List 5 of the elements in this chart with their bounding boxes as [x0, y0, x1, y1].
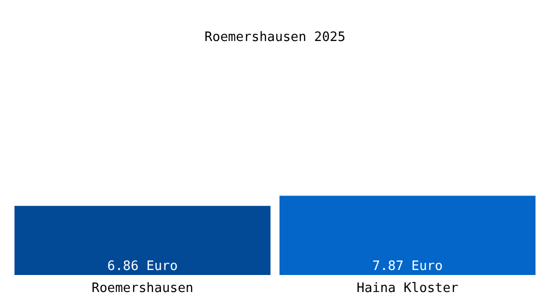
- text: Roemershausen 2025: [204, 30, 346, 45]
- data-label: 6.86 Euro: [107, 259, 178, 274]
- x-tick-label: Haina Kloster: [356, 281, 459, 296]
- data-label: 7.87 Euro: [372, 259, 443, 274]
- x-tick-label: Roemershausen: [92, 281, 194, 296]
